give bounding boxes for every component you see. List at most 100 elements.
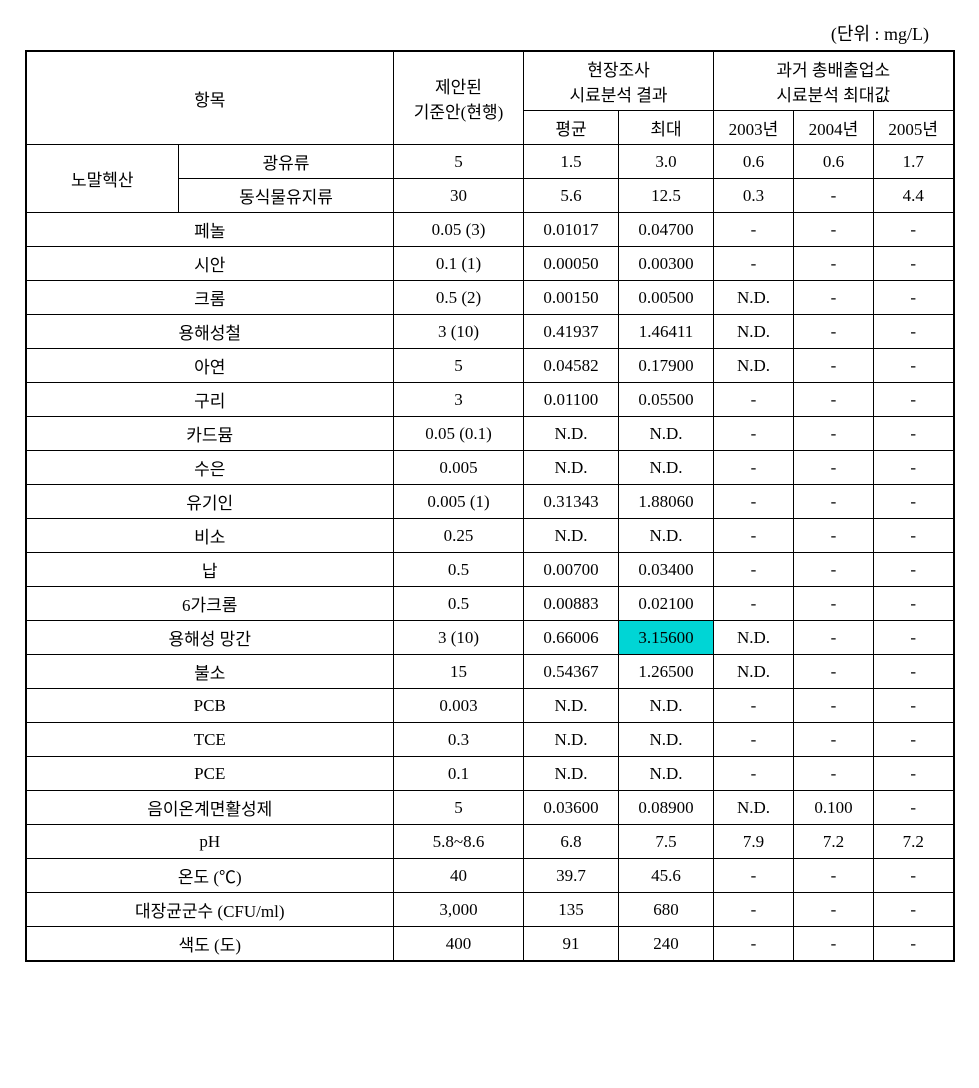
cell-y2005: -	[874, 315, 954, 349]
cell-y2005: 1.7	[874, 145, 954, 179]
cell-y2005: -	[874, 281, 954, 315]
cell-y2004: -	[794, 723, 874, 757]
cell-max: 45.6	[619, 859, 714, 893]
cell-y2004: 0.6	[794, 145, 874, 179]
cell-y2004: -	[794, 179, 874, 213]
cell-avg: 0.03600	[524, 791, 619, 825]
cell-y2005: -	[874, 655, 954, 689]
cell-max: 0.00500	[619, 281, 714, 315]
table-row: 용해성 망간3 (10)0.660063.15600N.D.--	[26, 621, 954, 655]
header-standard: 제안된 기준안(현행)	[394, 51, 524, 145]
cell-avg: 0.66006	[524, 621, 619, 655]
cell-max: 0.17900	[619, 349, 714, 383]
cell-std: 5	[394, 791, 524, 825]
table-row: 불소150.543671.26500N.D.--	[26, 655, 954, 689]
header-past-line1: 과거 총배출업소	[776, 61, 890, 80]
header-y2004: 2004년	[794, 111, 874, 145]
cell-max: N.D.	[619, 689, 714, 723]
cell-max: 1.88060	[619, 485, 714, 519]
cell-std: 15	[394, 655, 524, 689]
cell-y2003: -	[714, 723, 794, 757]
cell-item: 아연	[26, 349, 394, 383]
cell-y2004: -	[794, 383, 874, 417]
cell-std: 0.003	[394, 689, 524, 723]
cell-std: 3,000	[394, 893, 524, 927]
cell-y2005: -	[874, 247, 954, 281]
cell-avg: 0.01017	[524, 213, 619, 247]
cell-y2004: -	[794, 519, 874, 553]
cell-y2005: -	[874, 485, 954, 519]
cell-item: 색도 (도)	[26, 927, 394, 962]
cell-y2005: -	[874, 383, 954, 417]
cell-avg: 0.00700	[524, 553, 619, 587]
cell-y2005: -	[874, 757, 954, 791]
cell-y2003: -	[714, 927, 794, 962]
cell-item: 대장균군수 (CFU/ml)	[26, 893, 394, 927]
cell-y2005: -	[874, 553, 954, 587]
cell-item: 동식물유지류	[179, 179, 394, 213]
header-y2005: 2005년	[874, 111, 954, 145]
cell-std: 5.8~8.6	[394, 825, 524, 859]
cell-y2005: -	[874, 621, 954, 655]
cell-y2004: -	[794, 553, 874, 587]
cell-avg: N.D.	[524, 723, 619, 757]
cell-item: 크롬	[26, 281, 394, 315]
cell-y2004: -	[794, 655, 874, 689]
table-row: 유기인0.005 (1)0.313431.88060---	[26, 485, 954, 519]
cell-std: 5	[394, 349, 524, 383]
header-field-survey: 현장조사 시료분석 결과	[524, 51, 714, 111]
cell-avg: 0.00050	[524, 247, 619, 281]
table-row: 크롬0.5 (2)0.001500.00500N.D.--	[26, 281, 954, 315]
cell-y2005: -	[874, 893, 954, 927]
cell-std: 5	[394, 145, 524, 179]
header-standard-line1: 제안된	[435, 78, 482, 97]
cell-std: 3 (10)	[394, 621, 524, 655]
cell-item: 납	[26, 553, 394, 587]
cell-std: 0.5 (2)	[394, 281, 524, 315]
cell-avg: N.D.	[524, 689, 619, 723]
table-row: PCE0.1N.D.N.D.---	[26, 757, 954, 791]
table-row: 카드뮴0.05 (0.1)N.D.N.D.---	[26, 417, 954, 451]
cell-item: PCB	[26, 689, 394, 723]
cell-y2003: -	[714, 247, 794, 281]
cell-y2005: -	[874, 417, 954, 451]
cell-avg: 39.7	[524, 859, 619, 893]
cell-y2004: -	[794, 587, 874, 621]
cell-y2003: 0.6	[714, 145, 794, 179]
cell-y2003: N.D.	[714, 791, 794, 825]
cell-std: 0.3	[394, 723, 524, 757]
header-past-line2: 시료분석 최대값	[776, 86, 890, 105]
cell-item: 수은	[26, 451, 394, 485]
cell-item: 온도 (℃)	[26, 859, 394, 893]
cell-y2003: N.D.	[714, 281, 794, 315]
cell-max: N.D.	[619, 723, 714, 757]
cell-std: 30	[394, 179, 524, 213]
cell-std: 0.05 (3)	[394, 213, 524, 247]
cell-item: 용해성철	[26, 315, 394, 349]
cell-item: 시안	[26, 247, 394, 281]
cell-y2004: -	[794, 281, 874, 315]
cell-y2005: 4.4	[874, 179, 954, 213]
cell-max: 3.0	[619, 145, 714, 179]
cell-item: 용해성 망간	[26, 621, 394, 655]
cell-std: 0.005 (1)	[394, 485, 524, 519]
table-row: TCE0.3N.D.N.D.---	[26, 723, 954, 757]
cell-std: 0.1	[394, 757, 524, 791]
cell-avg: 0.04582	[524, 349, 619, 383]
table-row: 시안0.1 (1)0.000500.00300---	[26, 247, 954, 281]
cell-y2004: -	[794, 349, 874, 383]
cell-std: 400	[394, 927, 524, 962]
cell-y2003: -	[714, 757, 794, 791]
cell-y2004: -	[794, 247, 874, 281]
cell-y2005: -	[874, 791, 954, 825]
cell-item: pH	[26, 825, 394, 859]
cell-y2004: 7.2	[794, 825, 874, 859]
table-body: 노말헥산광유류51.53.00.60.61.7동식물유지류305.612.50.…	[26, 145, 954, 962]
cell-y2005: -	[874, 689, 954, 723]
cell-y2003: -	[714, 417, 794, 451]
cell-max: 0.03400	[619, 553, 714, 587]
cell-y2003: N.D.	[714, 655, 794, 689]
cell-max: 0.04700	[619, 213, 714, 247]
cell-y2004: 0.100	[794, 791, 874, 825]
cell-std: 3 (10)	[394, 315, 524, 349]
